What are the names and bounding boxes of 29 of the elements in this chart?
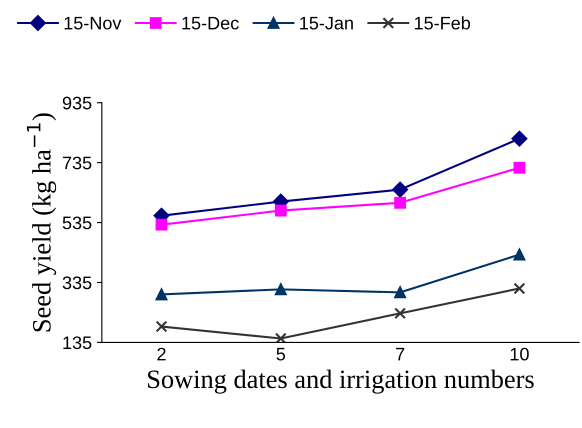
point	[274, 283, 287, 296]
point	[514, 248, 526, 261]
point	[394, 307, 406, 320]
point	[514, 282, 526, 294]
legend-label: 15-Nov	[64, 16, 122, 30]
legend-label: 15-Jan	[300, 16, 353, 30]
y-tick-label: 535	[62, 216, 92, 230]
point	[394, 286, 406, 298]
y-tick-label: 735	[62, 156, 92, 170]
x-tick-label: 7	[396, 348, 404, 360]
point	[156, 320, 168, 332]
y-tick-label: 335	[62, 276, 92, 290]
x-axis-title: Sowing dates and irrigation numbers	[148, 370, 534, 394]
point	[394, 196, 406, 209]
x-tick-label: 10	[510, 348, 529, 361]
point	[274, 204, 287, 216]
point	[274, 332, 287, 342]
point	[514, 162, 526, 174]
point	[392, 182, 408, 198]
x-tick-label: 2	[157, 348, 166, 360]
point	[156, 218, 168, 231]
x-tick-label: 5	[276, 348, 286, 361]
point	[512, 130, 528, 147]
y-axis-title: Seed yield (kg ha$^{−1}$)	[26, 113, 56, 332]
y-tick-label: 135	[63, 336, 92, 350]
legend-label: 15-Feb	[414, 16, 470, 30]
point	[156, 288, 168, 300]
legend-label: 15-Dec	[182, 16, 239, 30]
y-tick-label: 935	[62, 96, 92, 110]
